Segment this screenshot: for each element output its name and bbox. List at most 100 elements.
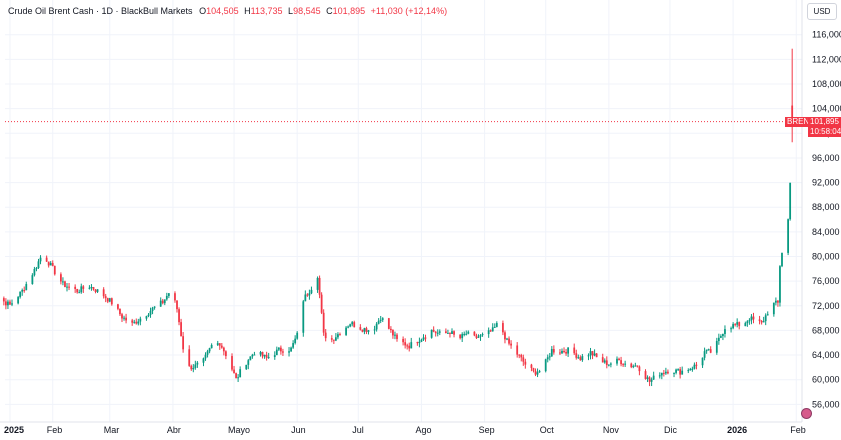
candle-body — [510, 343, 512, 346]
candle-body — [308, 293, 311, 296]
candle-body — [174, 293, 176, 301]
candle-body — [518, 354, 521, 356]
candle-body — [96, 289, 99, 292]
legend-title: Crude Oil Brent Cash · 1D · BlackBull Ma… — [8, 6, 193, 16]
y-tick-label: 68,000 — [812, 325, 840, 335]
candle-body — [290, 347, 292, 352]
candle-body — [190, 365, 193, 370]
candle-body — [253, 354, 256, 356]
candle-body — [544, 359, 547, 372]
candle-body — [760, 321, 763, 323]
x-tick-label: Dic — [664, 425, 677, 435]
tradingview-logo-icon[interactable] — [801, 408, 812, 419]
candle-body — [624, 363, 627, 365]
candle-body — [493, 326, 496, 328]
x-tick-label: Mar — [104, 425, 120, 435]
y-tick-label: 112,000 — [812, 54, 841, 64]
candle-body — [644, 371, 647, 379]
candle-body — [337, 334, 339, 338]
candle-body — [705, 349, 708, 352]
x-tick-label: 2025 — [4, 425, 24, 435]
candle-body — [532, 367, 535, 371]
x-tick-label: Mayo — [228, 425, 250, 435]
candle-body — [677, 369, 680, 371]
candle-body — [92, 287, 95, 290]
candle-body — [546, 357, 549, 360]
candle-body — [90, 287, 93, 289]
candle-body — [559, 352, 561, 354]
candle-body — [650, 379, 653, 382]
candle-body — [7, 301, 9, 306]
y-tick-label: 108,000 — [812, 79, 841, 89]
candle-body — [316, 277, 319, 290]
candle-body — [567, 347, 570, 354]
candle-body — [561, 350, 563, 354]
candle-body — [679, 369, 682, 375]
candle-body — [579, 357, 582, 361]
candle-body — [736, 322, 739, 325]
candle-body — [664, 371, 667, 374]
candle-body — [491, 327, 494, 332]
candle-body — [78, 292, 81, 294]
legend-low-label: L — [288, 6, 294, 16]
candle-body — [373, 329, 376, 331]
candle-body — [701, 357, 704, 366]
candle-body — [88, 287, 91, 289]
candle-body — [465, 333, 468, 335]
candle-body — [94, 289, 97, 292]
x-tick-label: Jul — [352, 425, 364, 435]
candle-body — [176, 300, 178, 310]
candle-body — [504, 332, 506, 340]
candle-body — [524, 361, 527, 365]
candle-body — [750, 316, 753, 321]
candle-body — [548, 356, 551, 358]
candle-body — [779, 266, 781, 303]
candle-body — [449, 332, 451, 334]
candle-body — [45, 257, 48, 262]
legend-high-label: H — [244, 6, 251, 16]
candle-body — [153, 306, 156, 308]
y-tick-label: 60,000 — [812, 375, 840, 385]
candle-body — [575, 353, 578, 358]
candle-body — [662, 372, 665, 374]
candle-body — [349, 324, 352, 327]
candle-body — [436, 332, 439, 334]
candle-body — [587, 355, 590, 357]
candle-body — [379, 319, 382, 321]
candle-body — [444, 331, 447, 334]
candle-body — [76, 288, 79, 293]
x-tick-label: 2026 — [727, 425, 747, 435]
candle-body — [595, 353, 598, 358]
candle-body — [746, 321, 749, 324]
candle-body — [420, 339, 423, 342]
candle-body — [363, 328, 366, 332]
candle-body — [347, 326, 350, 328]
candle-body — [11, 303, 13, 305]
candle-body — [306, 294, 309, 296]
candle-body — [616, 358, 618, 364]
candle-body — [693, 364, 696, 369]
candle-body — [151, 307, 154, 312]
candle-body — [204, 354, 207, 359]
candle-body — [102, 289, 105, 297]
candle-body — [502, 323, 504, 333]
candle-body — [33, 268, 36, 276]
candle-body — [121, 314, 123, 319]
candle-body — [667, 371, 669, 374]
currency-button[interactable]: USD — [807, 3, 837, 20]
legend-low-value: 98,545 — [293, 6, 321, 16]
candle-body — [17, 297, 20, 304]
candle-body — [752, 316, 755, 320]
candle-body — [748, 320, 751, 322]
legend-close-label: C — [326, 6, 333, 16]
y-tick-label: 96,000 — [812, 153, 840, 163]
legend-close-value: 101,895 — [332, 6, 366, 16]
candle-body — [62, 281, 64, 283]
candle-body — [208, 348, 211, 352]
y-tick-label: 88,000 — [812, 202, 840, 212]
candle-body — [534, 370, 537, 375]
candle-body — [31, 275, 34, 285]
candle-body — [589, 351, 592, 356]
price-tag-price: 101,895 — [808, 117, 841, 127]
